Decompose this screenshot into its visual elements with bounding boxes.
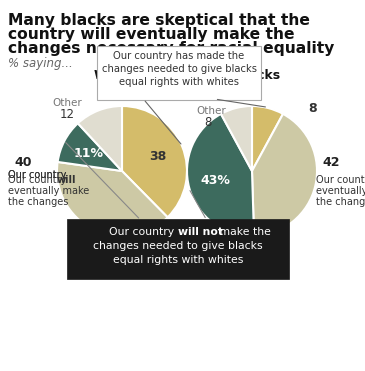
Wedge shape xyxy=(252,106,283,171)
Wedge shape xyxy=(122,106,187,217)
Text: Our country: Our country xyxy=(8,170,69,180)
FancyBboxPatch shape xyxy=(67,219,289,279)
FancyBboxPatch shape xyxy=(97,46,261,100)
Text: Our country: Our country xyxy=(8,175,69,185)
Text: will not: will not xyxy=(178,227,223,237)
Text: 12: 12 xyxy=(60,108,75,121)
Text: 8: 8 xyxy=(308,102,316,115)
Text: % saying...: % saying... xyxy=(8,57,73,70)
Text: 38: 38 xyxy=(149,150,167,163)
Text: eventually make: eventually make xyxy=(8,186,89,196)
Text: 8: 8 xyxy=(204,115,211,128)
Text: Other: Other xyxy=(52,98,82,108)
Wedge shape xyxy=(221,106,252,171)
Text: the changes: the changes xyxy=(8,197,68,207)
Wedge shape xyxy=(57,162,168,236)
Wedge shape xyxy=(58,123,122,171)
Text: Blacks: Blacks xyxy=(235,69,281,82)
Text: 11%: 11% xyxy=(74,147,104,160)
Text: country will eventually make the: country will eventually make the xyxy=(8,27,295,42)
Wedge shape xyxy=(252,114,317,236)
Text: Other: Other xyxy=(196,106,226,116)
Text: eventually make: eventually make xyxy=(316,186,365,196)
Text: equal rights with whites: equal rights with whites xyxy=(113,255,243,265)
Text: will: will xyxy=(57,175,77,185)
Text: Our country: Our country xyxy=(8,170,69,180)
Text: changes needed to give blacks: changes needed to give blacks xyxy=(93,241,263,251)
Text: changes necessary for racial equality: changes necessary for racial equality xyxy=(8,41,334,56)
Text: Our country: Our country xyxy=(316,175,365,185)
Text: Whites: Whites xyxy=(94,69,142,82)
Text: 40: 40 xyxy=(14,157,31,170)
Wedge shape xyxy=(187,114,254,236)
Text: 43%: 43% xyxy=(201,174,231,187)
Text: make the: make the xyxy=(216,227,271,237)
Wedge shape xyxy=(78,106,122,171)
Text: Our country has made the
changes needed to give blacks
equal rights with whites: Our country has made the changes needed … xyxy=(101,51,257,88)
Text: Many blacks are skeptical that the: Many blacks are skeptical that the xyxy=(8,13,310,28)
Text: the changes: the changes xyxy=(316,197,365,207)
Text: 42: 42 xyxy=(322,157,339,170)
Text: Our country: Our country xyxy=(110,227,178,237)
